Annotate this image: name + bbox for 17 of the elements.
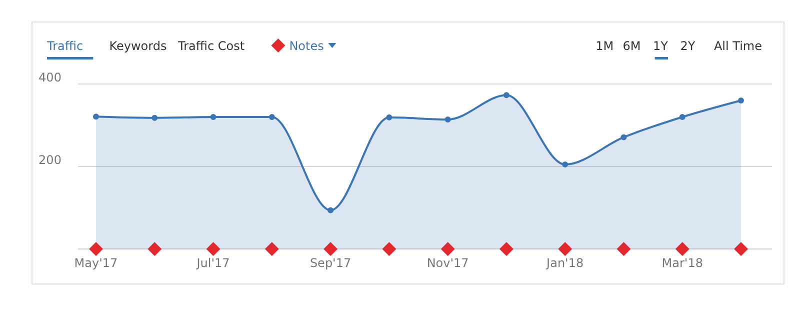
text: 6M (622, 39, 641, 53)
x-tick-label: May'17 (74, 256, 118, 270)
text: 1M (596, 39, 614, 53)
x-tick-label: Mar'18 (662, 256, 703, 270)
x-tick-label: Jul'17 (196, 256, 230, 270)
y-tick-label: 400 (38, 70, 62, 85)
text: Traffic (46, 39, 84, 53)
text: All Time (714, 39, 762, 53)
x-tick-label: Sep'17 (310, 256, 352, 270)
text: 2Y (680, 39, 696, 53)
text: Traffic Cost (177, 39, 245, 53)
y-tick-label: 200 (38, 153, 62, 168)
x-tick-label: Nov'17 (426, 256, 469, 270)
legend-label: Notes (289, 39, 324, 53)
text: Keywords (109, 39, 167, 53)
x-tick-label: Jan'18 (546, 256, 584, 270)
text: 1Y (653, 39, 669, 53)
